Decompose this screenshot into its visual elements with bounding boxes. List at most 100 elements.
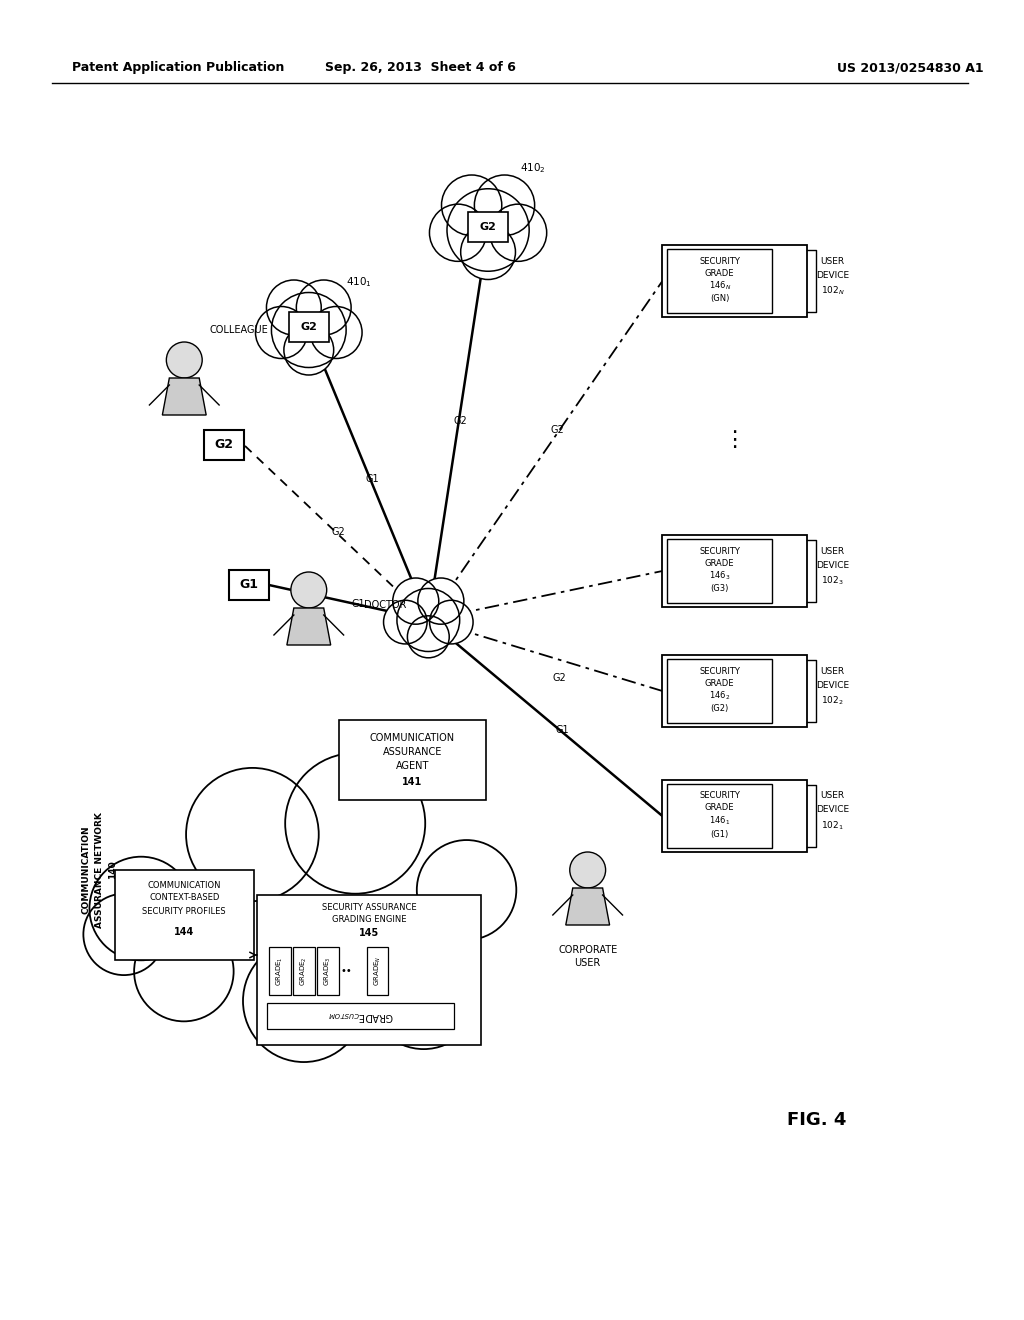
Text: GRADE$_3$: GRADE$_3$ [323,956,333,986]
Bar [204,430,244,459]
Text: USER: USER [820,256,845,265]
Text: GRADE$_2$: GRADE$_2$ [299,956,309,986]
Bar [339,719,486,800]
Text: Patent Application Publication: Patent Application Publication [72,62,284,74]
Text: 144: 144 [174,927,195,937]
Text: G2: G2 [454,416,467,426]
Text: 141: 141 [402,777,423,787]
Text: 410$_1$: 410$_1$ [346,275,372,289]
Circle shape [418,578,464,624]
Circle shape [83,894,165,975]
Circle shape [310,306,362,359]
Text: USER: USER [820,546,845,556]
Text: (GN): (GN) [710,294,729,304]
Circle shape [186,768,318,902]
Text: G1: G1 [352,599,366,609]
Circle shape [271,293,346,367]
Text: GRADE: GRADE [705,804,734,813]
Circle shape [296,280,351,335]
Text: USER: USER [820,792,845,800]
Circle shape [489,205,547,261]
Circle shape [384,601,427,644]
Bar [257,895,481,1045]
Text: GRADE$_N$: GRADE$_N$ [373,956,383,986]
Circle shape [408,616,450,657]
Text: 145: 145 [359,928,379,939]
Text: DEVICE: DEVICE [816,271,849,280]
Text: GRADE: GRADE [705,558,734,568]
Text: CORPORATE: CORPORATE [558,945,617,954]
Circle shape [284,325,334,375]
Circle shape [243,940,365,1063]
Text: SECURITY PROFILES: SECURITY PROFILES [142,908,226,916]
Text: GRADE: GRADE [705,678,734,688]
Text: G2: G2 [300,322,317,333]
Circle shape [397,589,460,652]
Bar [316,946,339,995]
Text: COLLEAGUE: COLLEAGUE [209,325,268,335]
Polygon shape [163,378,206,414]
Text: USER: USER [820,667,845,676]
Bar [663,246,807,317]
Text: G1: G1 [556,725,569,735]
Circle shape [134,921,233,1022]
Circle shape [461,224,515,280]
Text: 410$_2$: 410$_2$ [520,161,546,176]
Circle shape [429,601,473,644]
Bar [289,312,329,342]
Text: 146$_2$: 146$_2$ [709,690,730,702]
Bar [668,659,772,723]
Circle shape [447,189,529,271]
Bar [668,539,772,603]
Circle shape [369,939,479,1049]
Text: 146$_N$: 146$_N$ [709,280,731,292]
Bar [668,784,772,847]
Text: G2: G2 [551,425,564,436]
Circle shape [285,754,425,894]
Text: DEVICE: DEVICE [816,561,849,569]
Text: COMMUNICATION
ASSURANCE NETWORK
140: COMMUNICATION ASSURANCE NETWORK 140 [82,812,118,928]
Text: (G3): (G3) [711,585,729,594]
Text: ASSURANCE: ASSURANCE [383,747,442,756]
Circle shape [266,280,322,335]
Bar [663,535,807,607]
Polygon shape [566,888,609,925]
Bar [229,570,269,601]
Text: DOCTOR: DOCTOR [364,601,406,610]
Text: G2: G2 [332,527,345,537]
Text: G1: G1 [240,578,258,591]
Text: COMMUNICATION: COMMUNICATION [370,733,455,743]
Circle shape [89,857,193,961]
Bar [663,780,807,851]
Circle shape [474,176,535,235]
Polygon shape [287,609,331,645]
Bar [663,655,807,727]
Bar [269,946,291,995]
Text: SECURITY: SECURITY [699,546,740,556]
Text: 102$_1$: 102$_1$ [821,820,844,832]
Text: Sep. 26, 2013  Sheet 4 of 6: Sep. 26, 2013 Sheet 4 of 6 [325,62,516,74]
Text: FIG. 4: FIG. 4 [786,1111,846,1129]
Circle shape [393,578,438,624]
Circle shape [417,840,516,940]
Circle shape [291,572,327,609]
Text: 146$_1$: 146$_1$ [709,814,730,828]
Text: DEVICE: DEVICE [816,805,849,814]
Circle shape [256,306,307,359]
Text: (G1): (G1) [711,829,729,838]
Text: GRADE: GRADE [705,268,734,277]
Circle shape [429,205,486,261]
Text: SECURITY: SECURITY [699,667,740,676]
Text: SECURITY: SECURITY [699,256,740,265]
Bar [267,1003,455,1030]
Circle shape [166,342,202,378]
Text: 102$_3$: 102$_3$ [821,574,844,587]
Text: GRADING ENGINE: GRADING ENGINE [332,916,407,924]
Text: 102$_N$: 102$_N$ [821,285,845,297]
Text: GRADE$_{CUSTOM}$: GRADE$_{CUSTOM}$ [328,1008,393,1023]
Circle shape [569,851,605,888]
Bar [468,213,508,242]
Bar [115,870,254,960]
Text: USER: USER [574,958,601,968]
Bar [367,946,388,995]
